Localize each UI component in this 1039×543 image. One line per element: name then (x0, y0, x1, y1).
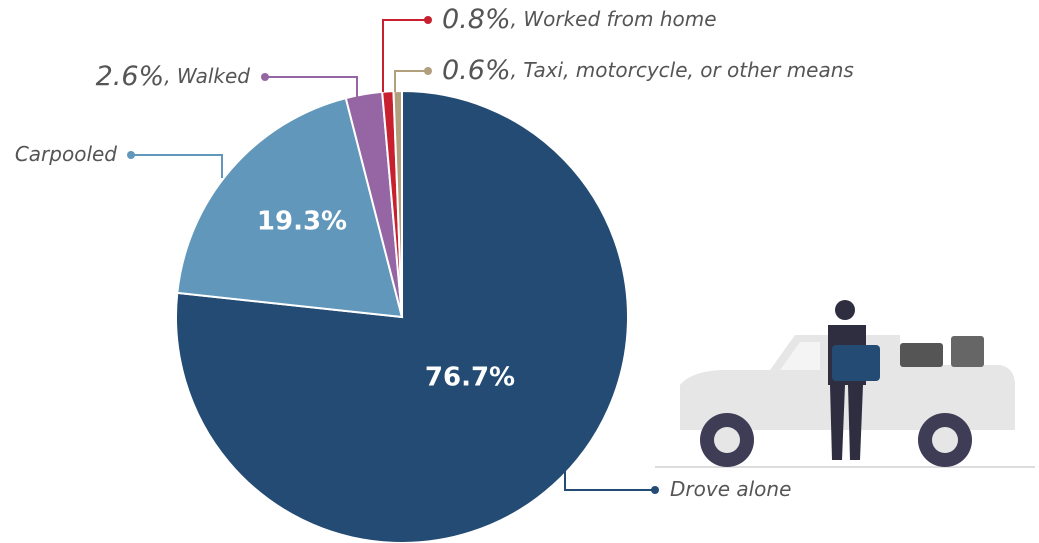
label-separator: , (164, 64, 177, 88)
value-label: 0.8% (442, 4, 511, 35)
hub (714, 427, 740, 453)
slice-label: Carpooled (15, 142, 117, 166)
page: Drove alone 76.7% Carpooled 19.3% 2.6%, Walk… (0, 0, 1039, 543)
value-label: 76.7% (425, 363, 515, 393)
label-separator: , (511, 58, 524, 82)
slice-label: 0.8%, Worked from home (442, 4, 717, 35)
category-label: Worked from home (523, 7, 716, 31)
category-label: Taxi, motorcycle, or other means (523, 58, 854, 82)
leader-line (131, 155, 222, 178)
value-label: 2.6% (96, 61, 165, 92)
leader-line (265, 77, 357, 97)
slice-label: 0.6%, Taxi, motorcycle, or other means (442, 55, 854, 86)
category-label: Walked (177, 64, 250, 88)
category-label: Carpooled (15, 142, 117, 166)
leader-dot (127, 151, 135, 159)
slice-label: 2.6%, Walked (96, 61, 251, 92)
slice-label: Drove alone (670, 477, 791, 501)
leader-dot (424, 16, 432, 24)
value-label: 0.6% (442, 55, 511, 86)
value-label: 19.3% (257, 207, 347, 237)
luggage (951, 336, 984, 367)
leader-line (395, 71, 428, 92)
leader-line (565, 462, 655, 490)
hub (932, 427, 958, 453)
label-separator: , (511, 7, 524, 31)
leader-dot (424, 67, 432, 75)
chart: Drove alone 76.7% Carpooled 19.3% 2.6%, Walk… (0, 0, 1039, 543)
category-label: Drove alone (670, 477, 791, 501)
bag (832, 345, 880, 381)
person-head (835, 300, 855, 320)
luggage (900, 343, 943, 367)
leader-dot (261, 73, 269, 81)
leader-line (383, 20, 428, 92)
leader-dot (651, 486, 659, 494)
illustration (655, 300, 1035, 467)
